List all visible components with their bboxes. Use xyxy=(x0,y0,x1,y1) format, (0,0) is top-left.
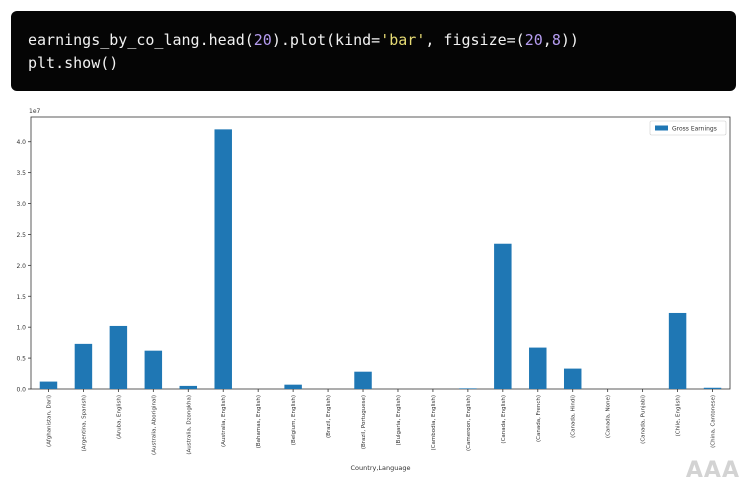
x-tick-label: (Brazil, English) xyxy=(326,395,332,438)
x-tick-label: (Bahamas, English) xyxy=(256,395,262,448)
plot-frame xyxy=(30,116,731,390)
legend-box xyxy=(649,120,727,136)
bar-chart: 0.0 0.5 1.0 1.5 2.0 2.5 3.0 3.5 4.0 1e7 (Afghanist… xyxy=(16,108,731,472)
bar xyxy=(459,388,477,389)
code-token: , xyxy=(542,31,552,49)
code-token: earnings_by_co_lang.head( xyxy=(28,31,254,49)
bar xyxy=(74,343,93,389)
code-token-number: 20 xyxy=(253,31,272,49)
x-tick-label: (Australia, English) xyxy=(221,395,227,447)
x-tick-label: (Australia, Dzongkha) xyxy=(186,395,192,455)
code-cell[interactable]: earnings_by_co_lang.head(20).plot(kind='… xyxy=(11,11,736,91)
bar xyxy=(529,347,547,389)
bar xyxy=(179,385,198,389)
bar xyxy=(703,387,722,389)
x-axis-label: Country,Language xyxy=(351,464,411,472)
x-tick-label: (Belgium, English) xyxy=(291,395,297,445)
y-tick-label: 0.5 xyxy=(16,356,26,363)
bar xyxy=(494,243,512,389)
legend-swatch xyxy=(655,125,668,131)
y-tick-label: 2.5 xyxy=(16,232,26,239)
x-tick-label: (Argentina, Spanish) xyxy=(81,395,87,451)
y-tick-label: 0.0 xyxy=(16,387,26,394)
code-token-string: 'bar' xyxy=(380,31,426,49)
x-tick-label: (Cambodia, English) xyxy=(431,395,437,450)
x-tick-label: (Canada, French) xyxy=(536,395,542,442)
x-tick-label: (Canada, English) xyxy=(501,395,507,444)
x-tick-label: (Canada, Punjabi) xyxy=(641,395,647,444)
chart-output: 0.0 0.5 1.0 1.5 2.0 2.5 3.0 3.5 4.0 1e7 (Afghanist… xyxy=(0,100,752,489)
y-tick-label: 1.5 xyxy=(16,294,26,301)
x-tick-label: (China, Cantonese) xyxy=(711,395,717,448)
x-tick-label: (Cameroon, English) xyxy=(466,395,472,451)
x-tick-label: (Chile, English) xyxy=(676,395,682,436)
y-tick-label: 1.0 xyxy=(16,325,26,332)
code-token: )) xyxy=(560,31,579,49)
bar xyxy=(144,350,163,389)
y-offset-label: 1e7 xyxy=(29,108,41,115)
bar xyxy=(284,384,302,389)
y-tick-label: 3.5 xyxy=(16,170,26,177)
code-line-2: plt.show() xyxy=(28,54,119,72)
x-tick-label: (Aruba, English) xyxy=(116,395,122,439)
bar xyxy=(354,371,372,389)
code-line-1: earnings_by_co_lang.head(20).plot(kind='… xyxy=(28,31,579,49)
bar xyxy=(563,368,582,389)
bar xyxy=(39,381,58,389)
y-tick-label: 4.0 xyxy=(16,139,26,146)
code-token-number: 8 xyxy=(551,31,561,49)
x-tick-label: (Canada, Hindi) xyxy=(571,395,577,438)
bar xyxy=(668,312,687,389)
x-tick-label: (Brazil, Portuguese) xyxy=(361,395,367,449)
watermark-logo: AAA xyxy=(685,458,740,483)
bar xyxy=(109,325,128,389)
code-token: ).plot(kind= xyxy=(271,31,381,49)
x-tick-label: (Canada, None) xyxy=(606,395,612,438)
x-tick-label: (Bulgaria, English) xyxy=(396,395,402,445)
code-token-number: 20 xyxy=(524,31,543,49)
y-tick-label: 3.0 xyxy=(16,201,26,208)
x-tick-label: (Afghanistan, Dari) xyxy=(46,395,52,447)
bar xyxy=(214,129,232,389)
x-tick-label: (Australia, Aboriginal) xyxy=(151,395,157,455)
code-token: , figsize=( xyxy=(425,31,525,49)
y-tick-label: 2.0 xyxy=(16,263,26,270)
legend-label: Gross Earnings xyxy=(672,126,717,133)
